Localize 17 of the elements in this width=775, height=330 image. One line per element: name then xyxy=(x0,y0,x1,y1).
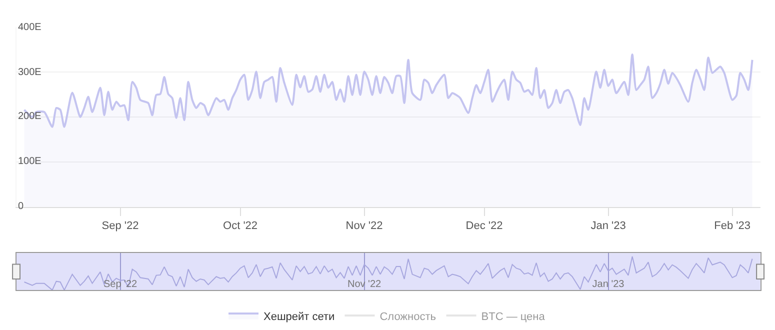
x-tick-label: Sep '22 xyxy=(102,220,139,232)
x-tick-label: Jan '23 xyxy=(590,220,626,232)
x-tick-label: Feb '23 xyxy=(714,220,750,232)
y-tick-label: 400E xyxy=(18,22,42,33)
legend-label: Хешрейт сети xyxy=(264,310,335,323)
legend-label: BTC — цена xyxy=(481,310,546,323)
x-tick-label: Jan '23 xyxy=(592,279,625,290)
x-tick-label: Dec '22 xyxy=(466,220,503,232)
y-tick-label: 0 xyxy=(18,201,24,212)
x-tick-label: Oct '22 xyxy=(223,220,258,232)
legend-label: Сложность xyxy=(380,310,436,323)
x-tick-label: Nov '22 xyxy=(347,279,382,290)
x-tick-label: Sep '22 xyxy=(103,279,138,290)
x-tick-label: Nov '22 xyxy=(346,220,383,232)
y-tick-label: 100E xyxy=(18,156,42,167)
y-tick-label: 300E xyxy=(18,67,42,78)
y-tick-label: 200E xyxy=(18,111,42,122)
